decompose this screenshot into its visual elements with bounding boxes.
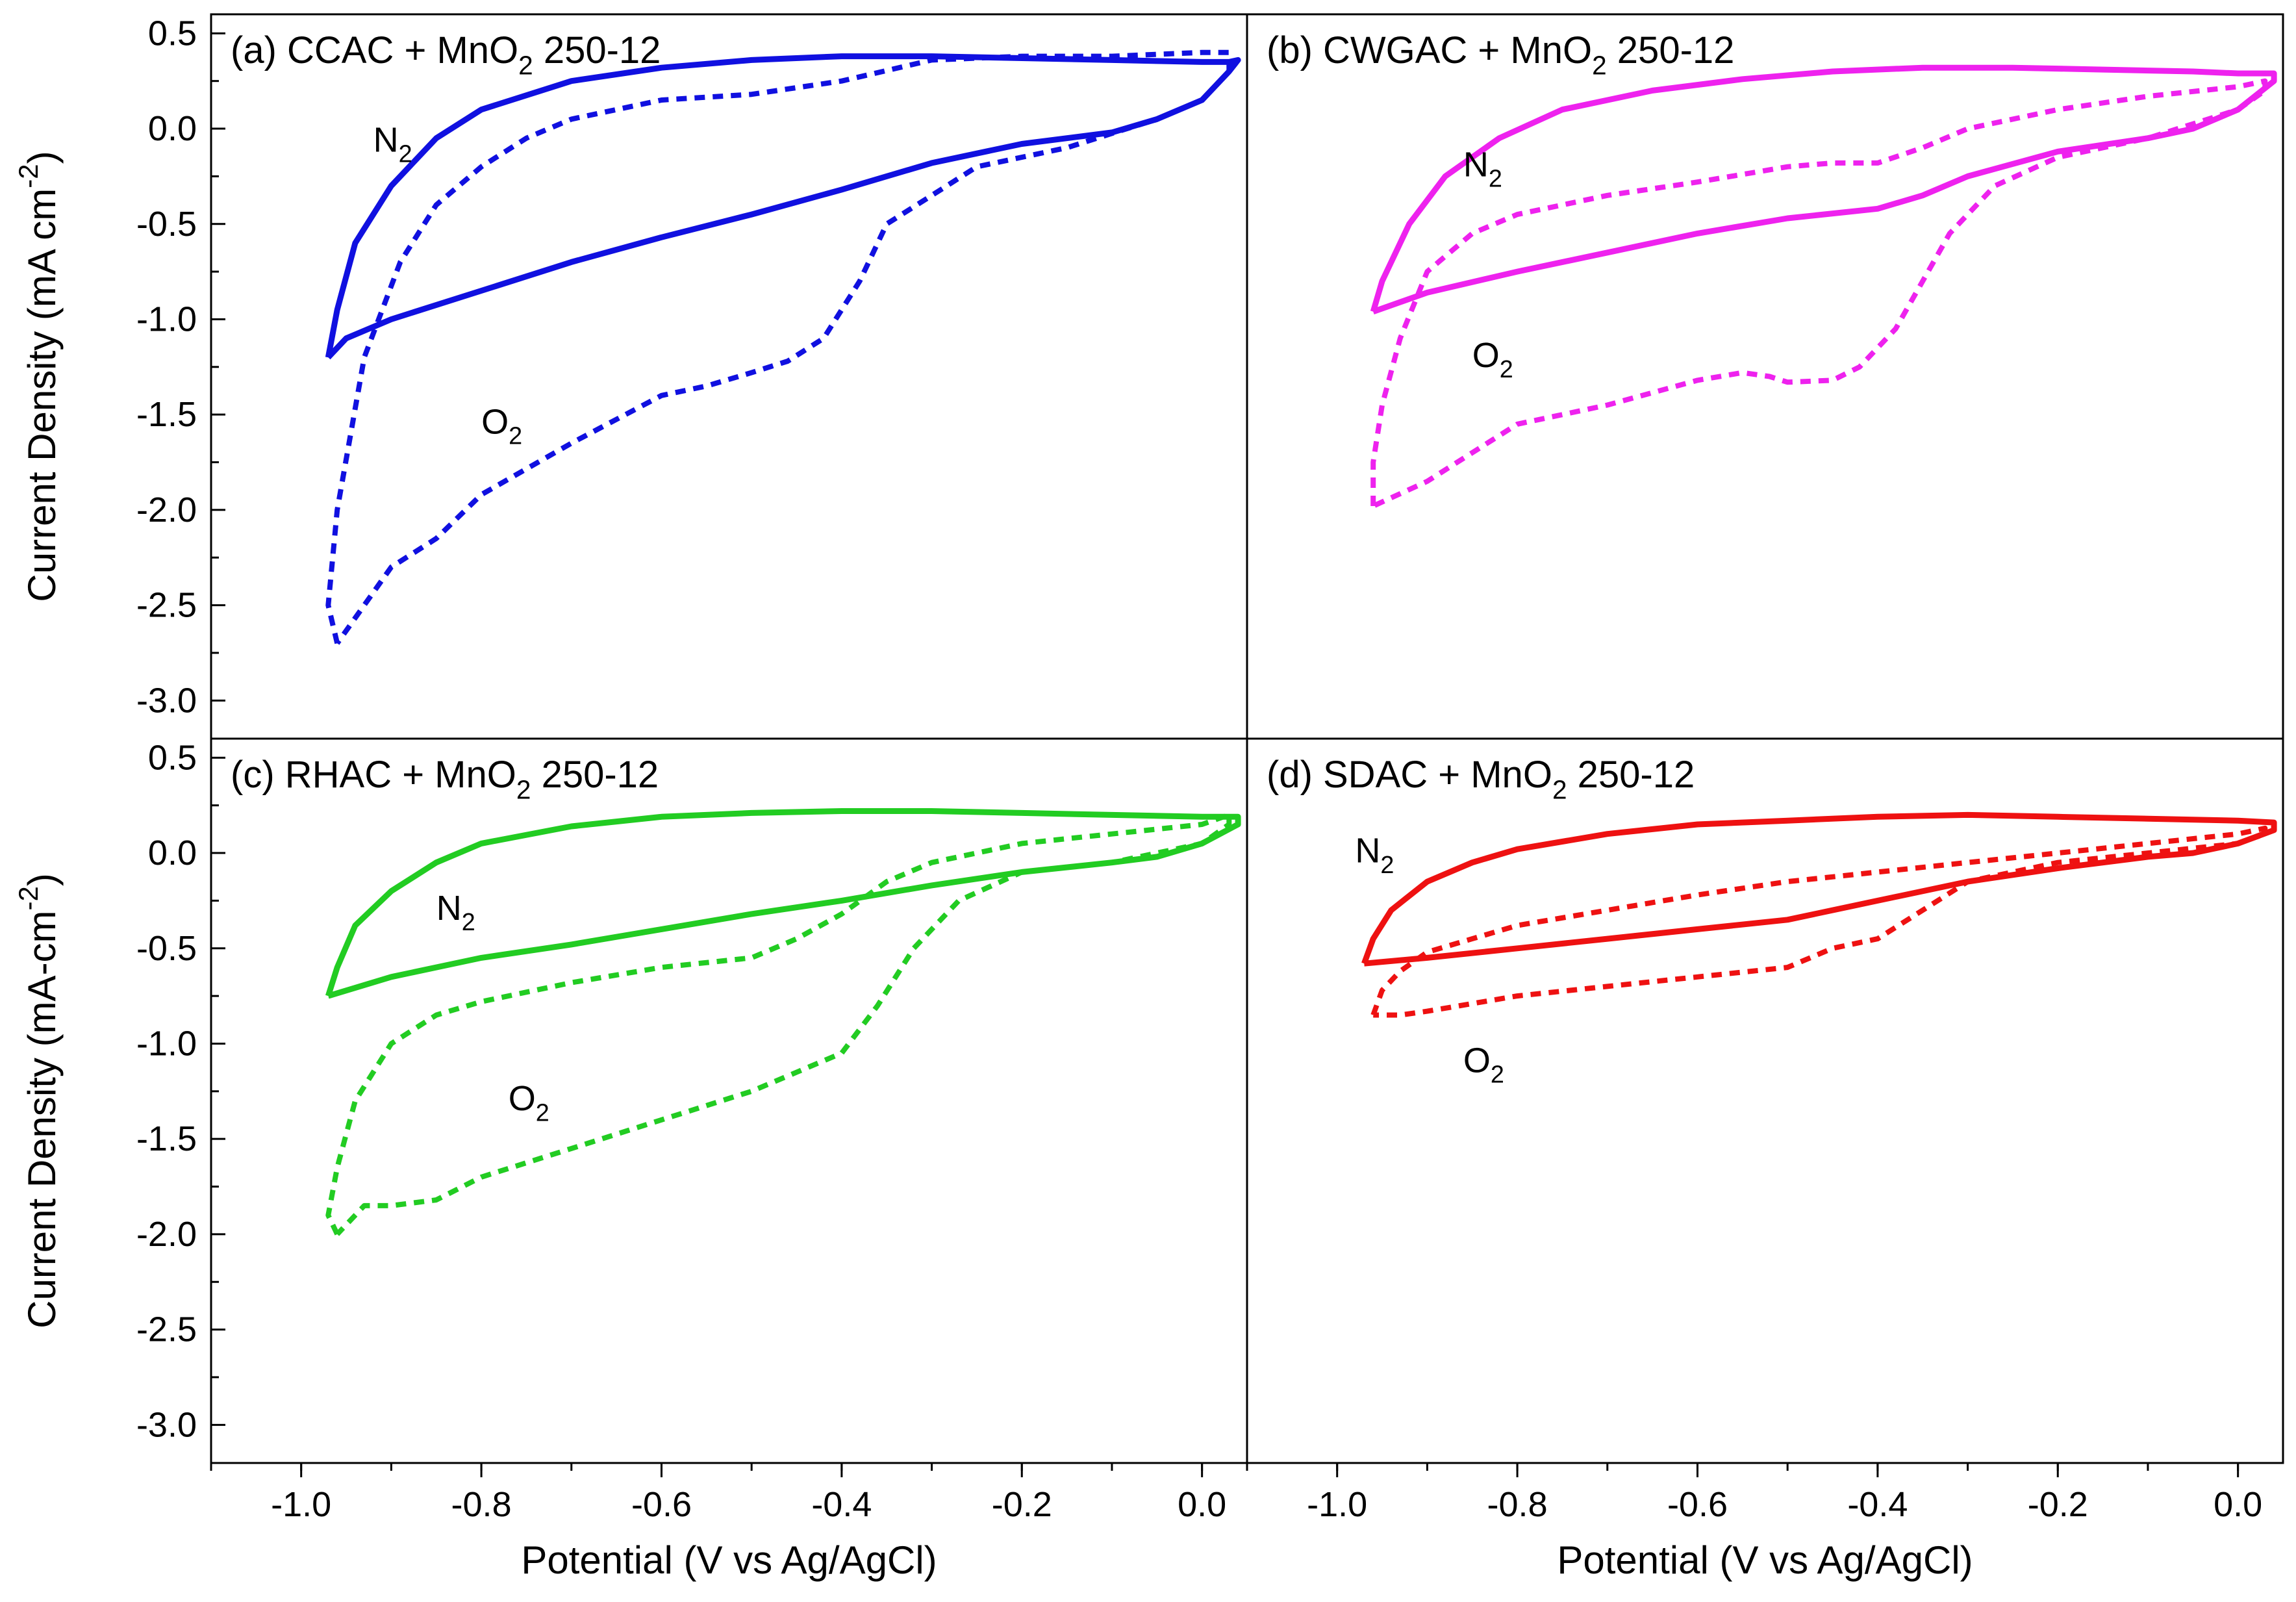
x-tick-label: -0.6 xyxy=(631,1485,692,1524)
panel-title: (d) SDAC + MnO2 250-12 xyxy=(1267,754,1695,804)
o2-curve xyxy=(1370,78,2268,509)
y-axis-label-bottom: Current Density (mA-cm-2) xyxy=(13,873,64,1329)
x-tick-label: -0.4 xyxy=(1847,1485,1908,1524)
gas-label: O2 xyxy=(1463,1041,1504,1088)
x-tick-label: -0.8 xyxy=(1487,1485,1548,1524)
x-axis-label: Potential (V vs Ag/AgCl) xyxy=(521,1538,937,1582)
n2-curve xyxy=(1370,64,2277,314)
gas-label: O2 xyxy=(481,403,522,450)
y-tick-label: -3.0 xyxy=(136,1405,197,1444)
x-tick-label: -0.2 xyxy=(2028,1485,2088,1524)
o2-curve xyxy=(1370,825,2268,1018)
x-tick-label: -1.0 xyxy=(1307,1485,1367,1524)
panel-b: (b) CWGAC + MnO2 250-12 N2 O2 xyxy=(1246,13,2284,740)
y-tick-label: -1.0 xyxy=(136,299,197,338)
panel-title: (a) CCAC + MnO2 250-12 xyxy=(231,29,661,80)
x-tick-label: -0.4 xyxy=(811,1485,872,1524)
y-tick-label: -0.5 xyxy=(136,929,197,968)
y-tick-label: -1.5 xyxy=(136,395,197,434)
y-tick-label: 0.0 xyxy=(148,833,197,872)
x-tick-label: -0.8 xyxy=(451,1485,512,1524)
y-tick-label: 0.5 xyxy=(148,14,197,53)
x-tick-label: 0.0 xyxy=(1178,1485,1226,1524)
y-tick-label: -1.5 xyxy=(136,1119,197,1158)
gas-label: N2 xyxy=(1463,145,1502,192)
y-tick-label: -0.5 xyxy=(136,205,197,244)
gas-label: O2 xyxy=(1472,336,1513,383)
y-tick-label: -2.0 xyxy=(136,1215,197,1254)
y-tick-label: 0.5 xyxy=(148,738,197,777)
y-axis-label-top: Current Density (mA cm-2) xyxy=(13,151,64,602)
y-tick-label: -2.5 xyxy=(136,1310,197,1349)
x-tick-label: -1.0 xyxy=(271,1485,331,1524)
panel-frame xyxy=(1246,737,2284,1464)
panel-title: (c) RHAC + MnO2 250-12 xyxy=(231,754,659,804)
x-tick-label: 0.0 xyxy=(2214,1485,2262,1524)
panel-c: (c) RHAC + MnO2 250-12 N2 O2 0.5 0.0 -0.5 -1.0… xyxy=(136,737,1248,1582)
x-axis-label: Potential (V vs Ag/AgCl) xyxy=(1557,1538,1973,1582)
y-tick-label: -2.0 xyxy=(136,490,197,529)
n2-curve xyxy=(325,53,1241,360)
o2-curve xyxy=(325,812,1232,1236)
panel-a: (a) CCAC + MnO2 250-12 N2 O2 0.5 0.0 -0.5 -1.0… xyxy=(136,13,1248,740)
panel-d: (d) SDAC + MnO2 250-12 N2 O2 -1.0 -0.8 -0.6 -0… xyxy=(1246,737,2284,1582)
panel-title: (b) CWGAC + MnO2 250-12 xyxy=(1267,29,1734,80)
y-tick-label: -2.5 xyxy=(136,586,197,625)
gas-label: N2 xyxy=(373,120,412,168)
o2-curve xyxy=(325,49,1232,645)
gas-label: O2 xyxy=(509,1079,549,1126)
panel-frame xyxy=(210,13,1248,740)
y-tick-label: -3.0 xyxy=(136,681,197,720)
n2-curve xyxy=(325,808,1241,999)
gas-label: N2 xyxy=(1355,832,1394,879)
x-tick-label: -0.6 xyxy=(1667,1485,1728,1524)
gas-label: N2 xyxy=(436,889,475,936)
n2-curve xyxy=(1361,811,2277,967)
y-tick-label: 0.0 xyxy=(148,109,197,148)
y-tick-label: -1.0 xyxy=(136,1024,197,1063)
x-tick-label: -0.2 xyxy=(992,1485,1052,1524)
